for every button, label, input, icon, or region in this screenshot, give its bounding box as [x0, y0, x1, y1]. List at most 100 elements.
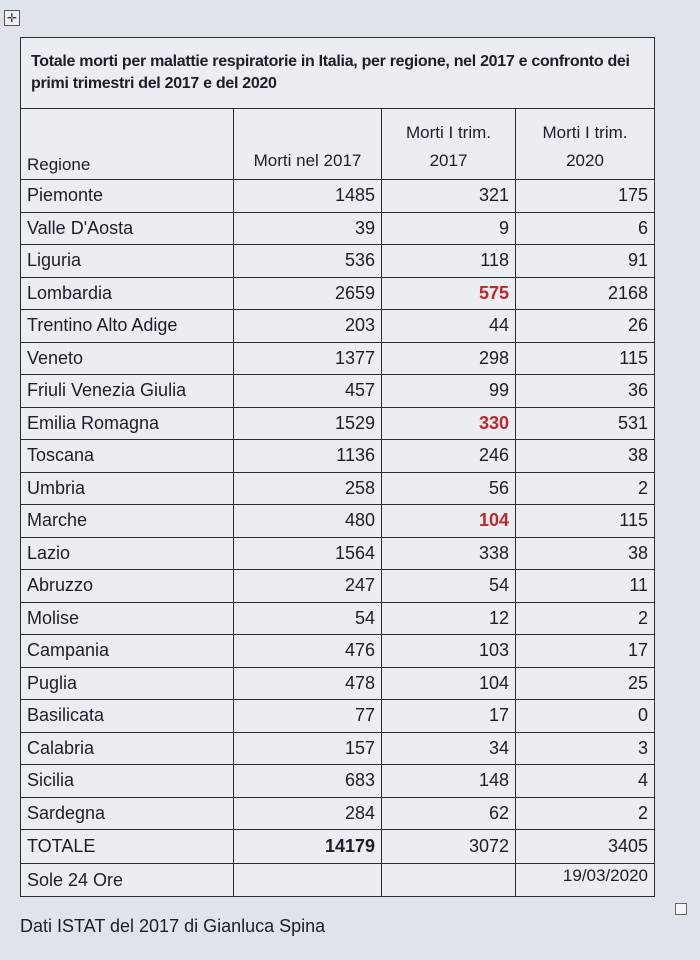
- deaths-trim-2020: 11: [515, 569, 655, 603]
- deaths-trim-2020: 38: [515, 536, 655, 570]
- deaths-2017: 157: [233, 731, 382, 765]
- data-table-container: Totale morti per malattie respiratorie i…: [20, 37, 655, 897]
- deaths-trim-2020: 91: [515, 244, 655, 278]
- table-row: Liguria 536 118 91: [20, 244, 655, 278]
- table-row: Friuli Venezia Giulia 457 99 36: [20, 374, 655, 408]
- region-name: Liguria: [20, 244, 234, 278]
- deaths-trim-2020: 531: [515, 406, 655, 440]
- region-name: Molise: [20, 601, 234, 635]
- table-row: Valle D'Aosta 39 9 6: [20, 211, 655, 245]
- deaths-table: Totale morti per malattie respiratorie i…: [20, 37, 655, 897]
- deaths-trim-2020: 0: [515, 699, 655, 733]
- source-row: Sole 24 Ore 19/03/2020: [20, 863, 655, 897]
- deaths-trim-2020: 2168: [515, 276, 655, 310]
- deaths-trim-2020: 2: [515, 471, 655, 505]
- table-row: Piemonte 1485 321 175: [20, 179, 655, 213]
- deaths-2017: 2659: [233, 276, 382, 310]
- header-regione: Regione: [20, 108, 234, 180]
- deaths-trim-2017: 321: [381, 179, 516, 213]
- region-name: Friuli Venezia Giulia: [20, 374, 234, 408]
- deaths-2017: 258: [233, 471, 382, 505]
- table-row: Emilia Romagna 1529 330 531: [20, 406, 655, 440]
- deaths-trim-2017: 118: [381, 244, 516, 278]
- table-row: Campania 476 103 17: [20, 634, 655, 668]
- deaths-trim-2020: 175: [515, 179, 655, 213]
- deaths-2017: 476: [233, 634, 382, 668]
- table-row: Molise 54 12 2: [20, 601, 655, 635]
- region-name: Campania: [20, 634, 234, 668]
- deaths-trim-2017: 575: [381, 276, 516, 310]
- deaths-trim-2017: 338: [381, 536, 516, 570]
- header-morti-trim-2017: Morti I trim. 2017: [381, 108, 516, 180]
- deaths-2017: 39: [233, 211, 382, 245]
- deaths-2017: 1529: [233, 406, 382, 440]
- table-row: Toscana 1136 246 38: [20, 439, 655, 473]
- table-row: Abruzzo 247 54 11: [20, 569, 655, 603]
- region-name: Abruzzo: [20, 569, 234, 603]
- deaths-trim-2017: 17: [381, 699, 516, 733]
- deaths-trim-2017: 103: [381, 634, 516, 668]
- deaths-2017: 203: [233, 309, 382, 343]
- deaths-trim-2020: 4: [515, 764, 655, 798]
- deaths-trim-2017: 12: [381, 601, 516, 635]
- deaths-trim-2017: 44: [381, 309, 516, 343]
- deaths-2017: 457: [233, 374, 382, 408]
- source-date: 19/03/2020: [515, 863, 655, 897]
- deaths-2017: 480: [233, 504, 382, 538]
- region-name: Basilicata: [20, 699, 234, 733]
- table-row: Veneto 1377 298 115: [20, 341, 655, 375]
- deaths-trim-2020: 17: [515, 634, 655, 668]
- deaths-2017: 1564: [233, 536, 382, 570]
- deaths-trim-2017: 9: [381, 211, 516, 245]
- deaths-2017: 247: [233, 569, 382, 603]
- deaths-trim-2017: 148: [381, 764, 516, 798]
- deaths-2017: 683: [233, 764, 382, 798]
- header-row: Regione Morti nel 2017 Morti I trim. 201…: [20, 108, 655, 180]
- region-name: Valle D'Aosta: [20, 211, 234, 245]
- total-row: TOTALE 14179 3072 3405: [20, 829, 655, 864]
- source-empty-cell: [381, 863, 516, 897]
- deaths-trim-2017: 330: [381, 406, 516, 440]
- deaths-trim-2017: 34: [381, 731, 516, 765]
- table-move-icon[interactable]: ✛: [4, 10, 20, 26]
- total-label: TOTALE: [20, 829, 234, 864]
- total-trim-2017: 3072: [381, 829, 516, 864]
- deaths-2017: 1485: [233, 179, 382, 213]
- table-row: Marche 480 104 115: [20, 504, 655, 538]
- deaths-trim-2017: 99: [381, 374, 516, 408]
- deaths-trim-2020: 36: [515, 374, 655, 408]
- deaths-2017: 54: [233, 601, 382, 635]
- table-row: Trentino Alto Adige 203 44 26: [20, 309, 655, 343]
- region-name: Trentino Alto Adige: [20, 309, 234, 343]
- deaths-2017: 77: [233, 699, 382, 733]
- deaths-2017: 1377: [233, 341, 382, 375]
- region-name: Toscana: [20, 439, 234, 473]
- table-resize-handle[interactable]: [675, 903, 687, 915]
- deaths-trim-2020: 38: [515, 439, 655, 473]
- region-name: Veneto: [20, 341, 234, 375]
- region-name: Piemonte: [20, 179, 234, 213]
- source-empty-cell: [233, 863, 382, 897]
- table-row: Calabria 157 34 3: [20, 731, 655, 765]
- total-2017: 14179: [233, 829, 382, 864]
- deaths-2017: 536: [233, 244, 382, 278]
- deaths-trim-2017: 54: [381, 569, 516, 603]
- table-row: Puglia 478 104 25: [20, 666, 655, 700]
- deaths-trim-2017: 298: [381, 341, 516, 375]
- deaths-trim-2017: 56: [381, 471, 516, 505]
- table-row: Sicilia 683 148 4: [20, 764, 655, 798]
- table-row: Sardegna 284 62 2: [20, 796, 655, 830]
- region-name: Calabria: [20, 731, 234, 765]
- table-row: Umbria 258 56 2: [20, 471, 655, 505]
- deaths-trim-2017: 104: [381, 504, 516, 538]
- region-name: Sardegna: [20, 796, 234, 830]
- deaths-trim-2017: 104: [381, 666, 516, 700]
- total-trim-2020: 3405: [515, 829, 655, 864]
- deaths-trim-2017: 62: [381, 796, 516, 830]
- deaths-2017: 284: [233, 796, 382, 830]
- deaths-trim-2020: 2: [515, 796, 655, 830]
- deaths-trim-2017: 246: [381, 439, 516, 473]
- region-name: Marche: [20, 504, 234, 538]
- table-row: Lombardia 2659 575 2168: [20, 276, 655, 310]
- region-name: Lombardia: [20, 276, 234, 310]
